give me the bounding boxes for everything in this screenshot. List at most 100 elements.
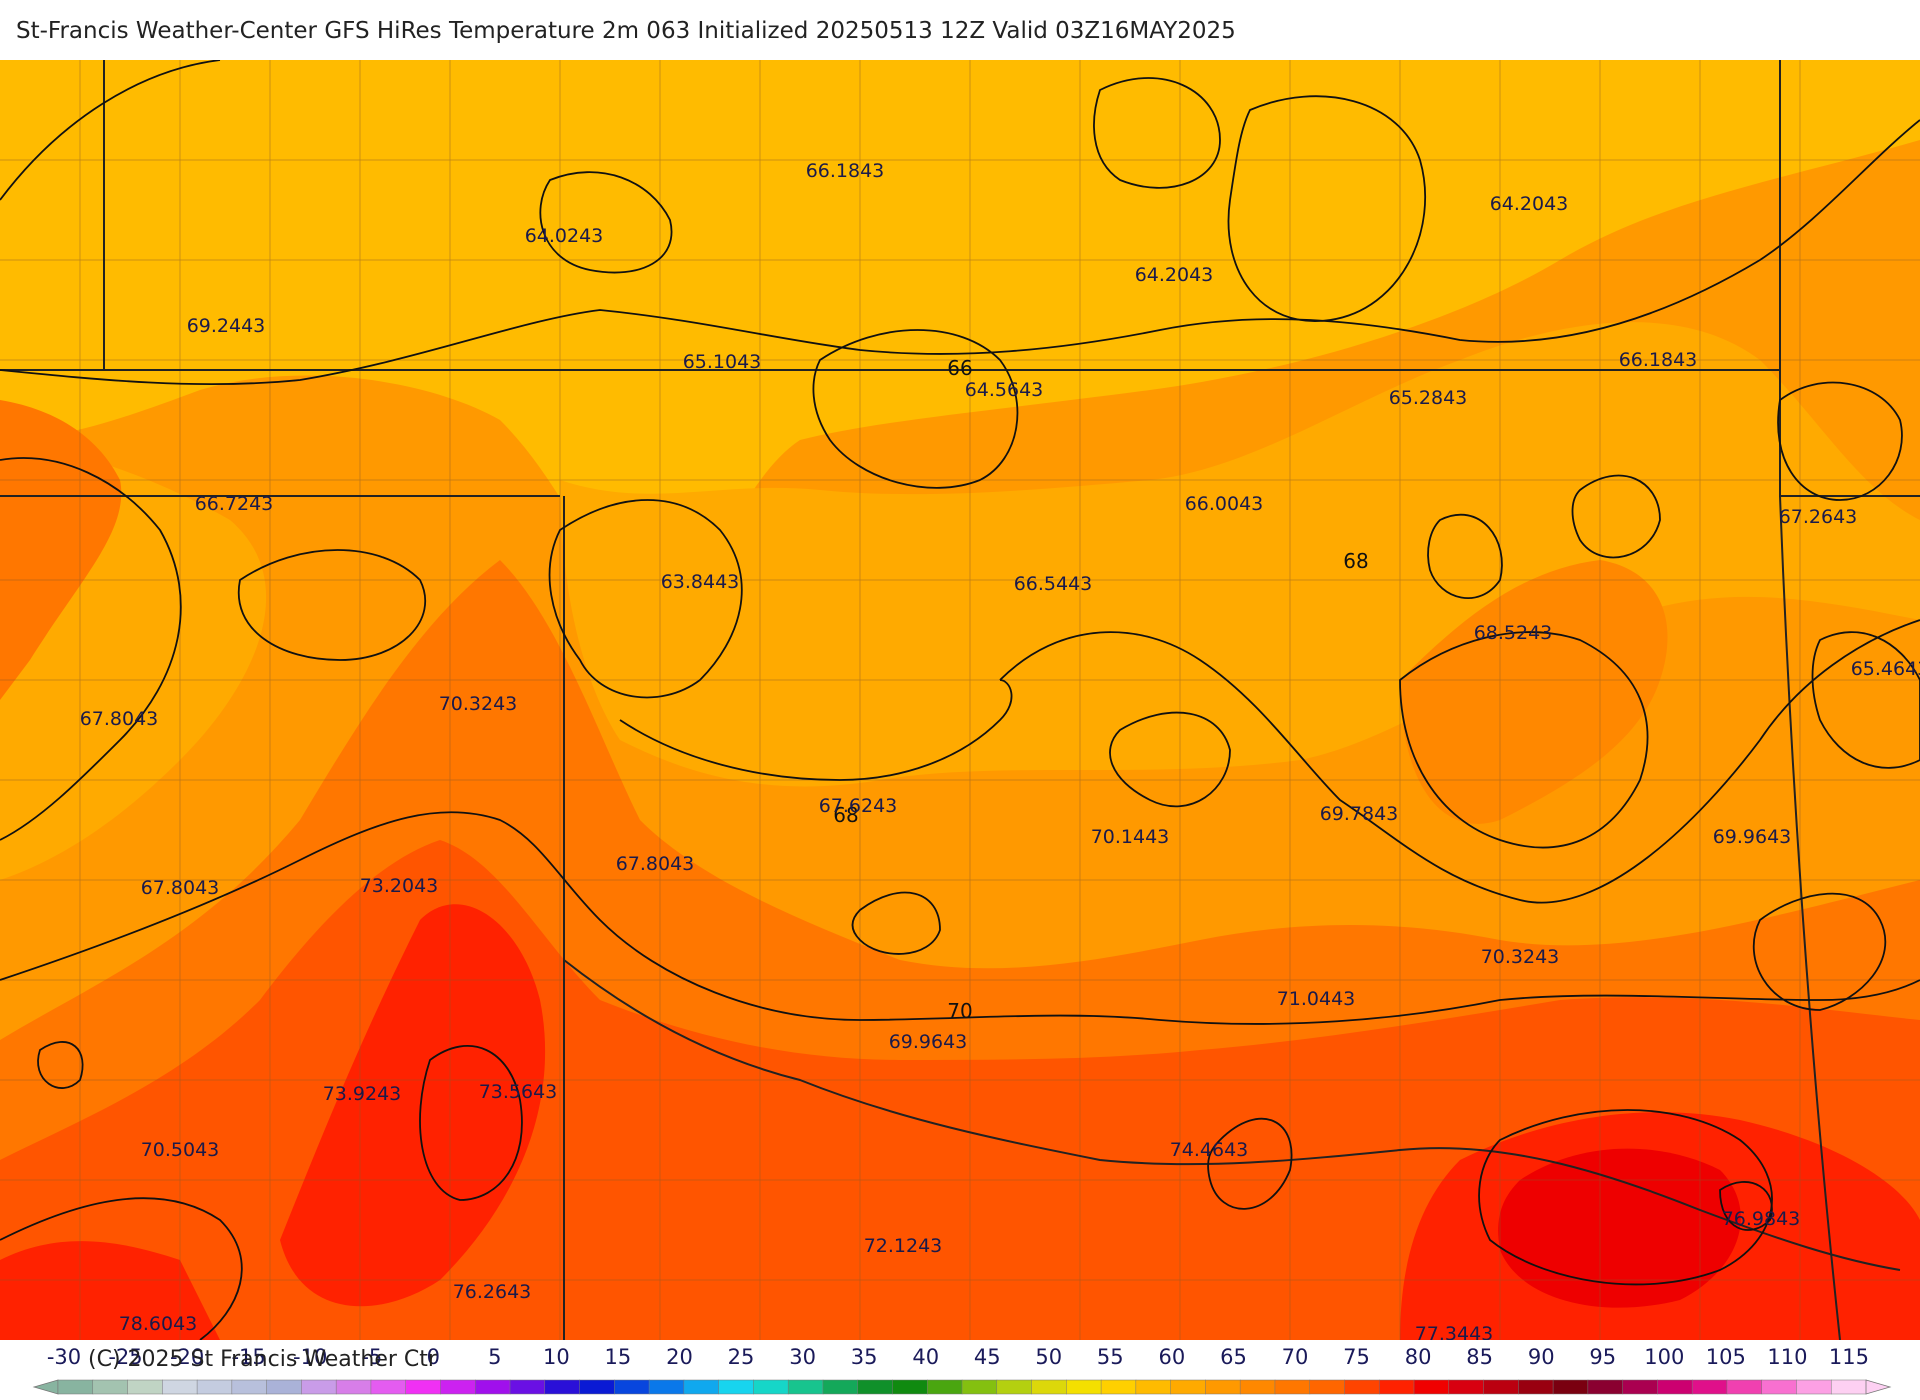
colorbar-swatch [1378,1379,1415,1395]
colorbar-tick-label: 75 [1343,1345,1370,1369]
fill-light-orange-center [560,322,1920,787]
colorbar-swatch [718,1379,754,1395]
point-value: 67.6243 [819,795,898,817]
point-value: 63.8443 [661,571,740,593]
fill-dark-orange-ne [1400,560,1668,824]
colorbar-swatch [996,1379,1033,1395]
colorbar-swatches [32,1379,1892,1395]
colorbar-tick-label: -10 [293,1345,327,1369]
colorbar-swatch [787,1379,824,1395]
colorbar-swatch [301,1379,337,1395]
colorbar-swatch [1830,1379,1867,1395]
colorbar-tick-label: -5 [361,1345,382,1369]
point-value: 69.7843 [1320,803,1399,825]
colorbar-swatch [683,1379,720,1395]
point-value: 64.2043 [1135,264,1214,286]
point-value: 69.2443 [187,315,266,337]
colorbar-swatch [1239,1379,1276,1395]
point-value: 70.3243 [439,693,518,715]
point-value: 76.2643 [453,1281,532,1303]
colorbar-tick-label: 25 [728,1345,755,1369]
colorbar-swatch [1205,1379,1241,1395]
colorbar-swatch [579,1379,615,1395]
colorbar-swatch [1552,1379,1589,1395]
colorbar-tick-label: 95 [1589,1345,1616,1369]
point-value: 73.9243 [323,1083,402,1105]
colorbar-tick-label: 110 [1767,1345,1807,1369]
contour-label: 68 [1343,549,1368,573]
point-value: 74.4643 [1170,1139,1249,1161]
colorbar-swatch [440,1379,476,1395]
colorbar-tick-label: 15 [605,1345,632,1369]
point-value: 73.2043 [360,875,439,897]
point-value: 64.5643 [965,379,1044,401]
colorbar-swatch [474,1379,511,1395]
point-value: 66.0043 [1185,493,1264,515]
colorbar-tick-label: -30 [47,1345,81,1369]
colorbar-tick-label: 10 [543,1345,570,1369]
point-value: 66.1843 [1619,349,1698,371]
colorbar-swatch [1448,1379,1485,1395]
colorbar-min-arrow [32,1379,59,1395]
temperature-map: 66 68 68 70 66.1843 64.0243 69.2443 65.1… [0,60,1920,1340]
colorbar-swatch [335,1379,372,1395]
colorbar-swatch [509,1379,546,1395]
colorbar-tick-label: 30 [789,1345,816,1369]
colorbar-tick-label: 60 [1159,1345,1186,1369]
colorbar-tick-label: 115 [1829,1345,1869,1369]
fill-deep-red-southeast [1498,1148,1741,1308]
colorbar-swatch [1796,1379,1832,1395]
colorbar-swatch [127,1379,163,1395]
colorbar-swatch [196,1379,233,1395]
colorbar-swatch [1587,1379,1624,1395]
colorbar-swatch [1344,1379,1380,1395]
colorbar-tick-label: 70 [1282,1345,1309,1369]
colorbar-tick-label: -25 [108,1345,142,1369]
colorbar-swatch [892,1379,928,1395]
colorbar-swatch [266,1379,302,1395]
point-value: 69.9643 [1713,826,1792,848]
colorbar-swatch [57,1379,94,1395]
colorbar-tick-label: -20 [170,1345,204,1369]
colorbar-swatch [544,1379,581,1395]
point-value: 72.1243 [864,1235,943,1257]
colorbar-swatch [753,1379,789,1395]
colorbar-swatch [1100,1379,1137,1395]
colorbar-tick-label: 35 [851,1345,878,1369]
colorbar-swatch [1066,1379,1102,1395]
fill-red-southwest [280,904,546,1307]
colorbar-tick-label: -15 [231,1345,265,1369]
point-value: 70.3243 [1481,946,1560,968]
colorbar-swatch [822,1379,859,1395]
colorbar-swatch [648,1379,685,1395]
point-value: 78.6043 [119,1313,198,1335]
colorbar-swatch [1031,1379,1067,1395]
point-value: 71.0443 [1277,988,1356,1010]
point-value: 67.8043 [80,708,159,730]
colorbar-swatch [926,1379,963,1395]
colorbar-tick-label: 105 [1706,1345,1746,1369]
colorbar-swatch [1309,1379,1346,1395]
colorbar-tick-label: 90 [1528,1345,1555,1369]
colorbar-swatch [405,1379,442,1395]
colorbar-swatch [1726,1379,1763,1395]
colorbar-swatch [1483,1379,1519,1395]
colorbar-swatch [614,1379,650,1395]
point-value: 66.1843 [806,160,885,182]
point-value: 70.5043 [141,1139,220,1161]
colorbar-swatch [857,1379,894,1395]
point-value: 67.2643 [1779,506,1858,528]
colorbar-tick-label: 20 [666,1345,693,1369]
colorbar-tick-label: 50 [1035,1345,1062,1369]
fill-yellow-north [0,60,1920,620]
state-borders [0,60,1920,1340]
point-value: 69.9643 [889,1031,968,1053]
point-value: 67.8043 [141,877,220,899]
colorbar-swatch [1135,1379,1172,1395]
point-value: 68.5243 [1474,622,1553,644]
colorbar-swatch [1622,1379,1658,1395]
contour-label: 68 [833,803,858,827]
colorbar-swatch [1761,1379,1798,1395]
isotherm-contours [0,60,1920,1340]
colorbar-swatch [961,1379,998,1395]
